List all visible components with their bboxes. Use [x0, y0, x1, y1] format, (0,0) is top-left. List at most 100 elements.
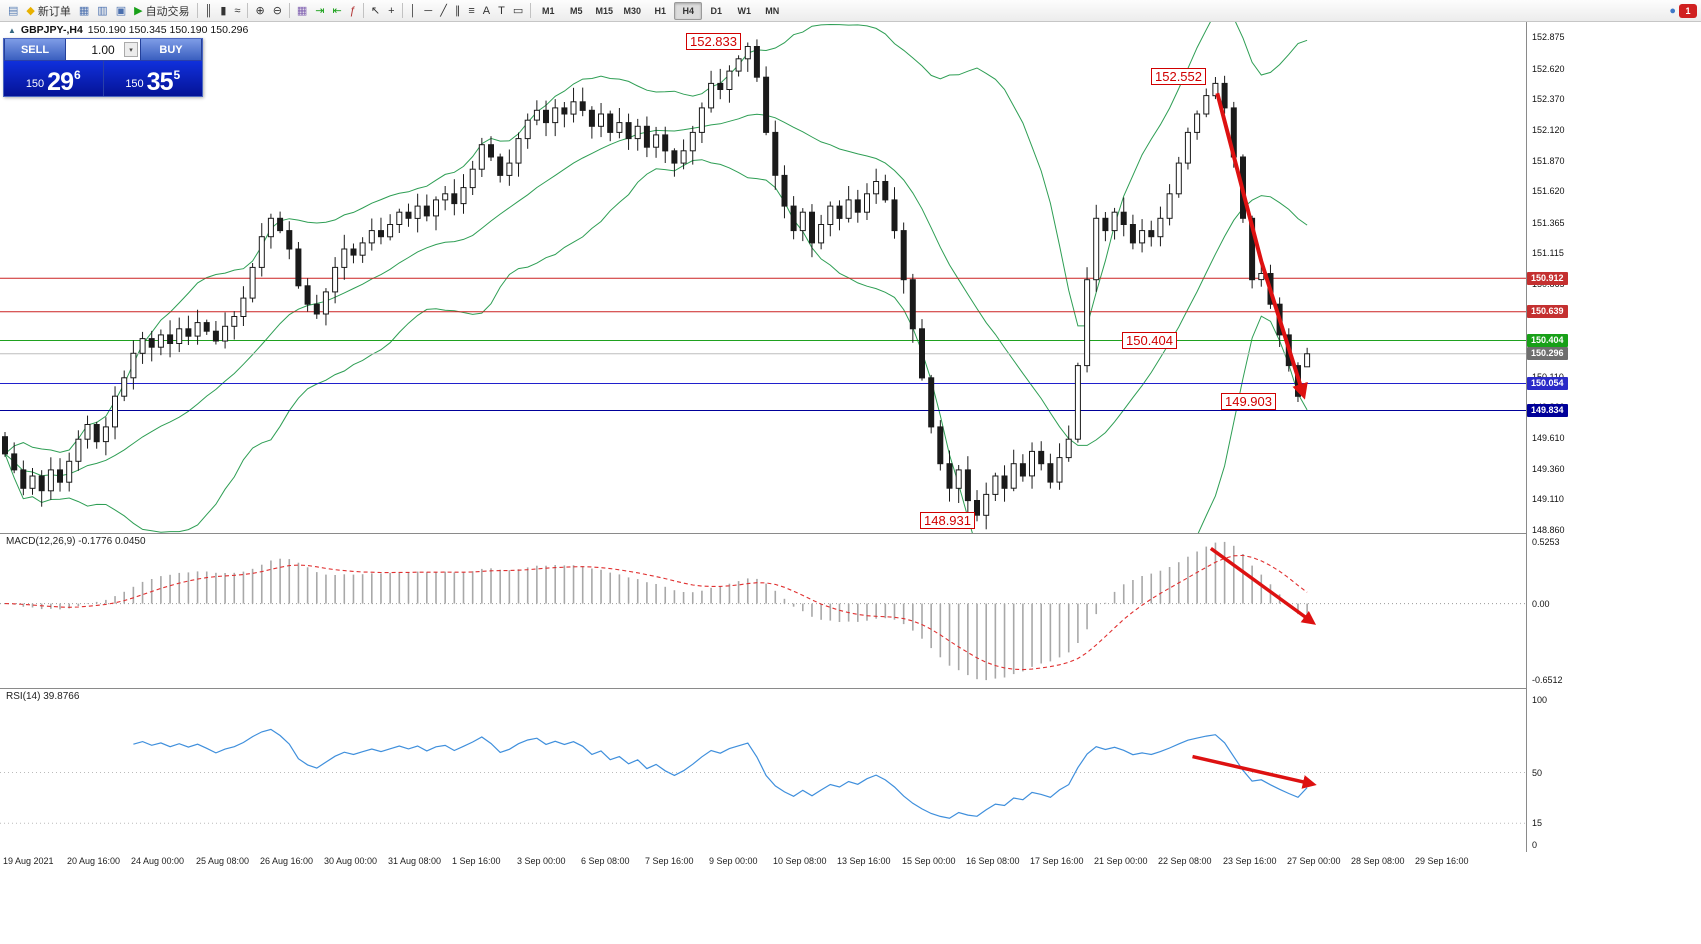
x-axis-label: 31 Aug 08:00	[388, 856, 442, 866]
volume-dropdown-icon[interactable]: ▾	[124, 42, 138, 57]
sell-price-main: 29	[47, 68, 74, 96]
community-icon[interactable]: ●	[1669, 4, 1676, 17]
candle	[653, 126, 660, 158]
timeframe-m5-button[interactable]: M5	[569, 5, 583, 16]
rsi-pane[interactable]	[0, 728, 1526, 824]
price-axis[interactable]: 152.875 152.620 152.370 152.120 151.870 151.6…	[1527, 22, 1701, 872]
candle	[1203, 88, 1210, 118]
candle	[717, 68, 724, 100]
trendline-icon[interactable]: ╱	[436, 1, 451, 21]
label-icon[interactable]: T	[494, 1, 509, 21]
timeframe-mn-button[interactable]: MN	[765, 5, 780, 16]
horizontal-line-icon[interactable]: ─	[420, 1, 436, 21]
y-axis-label: 152.370	[1532, 94, 1565, 104]
zoom-out-icon[interactable]: ⊖	[269, 1, 286, 21]
notifications-badge[interactable]: 1	[1679, 3, 1697, 18]
candle	[983, 482, 990, 530]
x-axis-label: 21 Sep 00:00	[1094, 856, 1148, 866]
crosshair-icon: +	[388, 4, 395, 17]
zoom-in-icon[interactable]: ⊕	[251, 1, 268, 21]
candle	[1194, 110, 1201, 140]
new-order-button[interactable]: ◆ 新订单	[22, 1, 74, 21]
timeframe-h1-button[interactable]: H1	[654, 5, 666, 16]
candle	[341, 234, 348, 280]
candle	[451, 179, 458, 216]
x-axis-label: 3 Sep 00:00	[517, 856, 566, 866]
sell-price[interactable]: 150 29 6	[4, 61, 103, 96]
cursor-icon[interactable]: ↖	[367, 1, 384, 21]
chart-area[interactable]: ▲ GBPJPY-,H4 150.190 150.345 150.190 150…	[0, 22, 1701, 944]
sell-button[interactable]: SELL	[4, 39, 66, 60]
time-axis[interactable]: 19 Aug 2021 20 Aug 16:00 24 Aug 00:00 25 Au…	[0, 852, 1701, 872]
new-order-button-label: 新订单	[37, 5, 71, 18]
zoom-in-icon: ⊕	[255, 4, 265, 17]
candle	[1093, 204, 1100, 292]
candle	[194, 309, 201, 345]
bar-chart-type-icon[interactable]: ║	[201, 1, 217, 21]
symbol-label: GBPJPY-,H4	[20, 24, 83, 36]
buy-price-prefix: 150	[125, 78, 144, 90]
candle	[2, 432, 8, 457]
timeframe-d1-button[interactable]: D1	[710, 5, 722, 16]
crosshair-icon[interactable]: +	[384, 1, 398, 21]
shapes-icon[interactable]: ▭	[509, 1, 527, 21]
pane-separator[interactable]	[0, 688, 1701, 689]
candle-chart-type-icon[interactable]: ▮	[216, 1, 230, 21]
line-chart-type-icon[interactable]: ≈	[230, 1, 244, 21]
candle	[607, 110, 614, 142]
timeframe-m30-button[interactable]: M30	[623, 5, 641, 16]
candle	[937, 420, 944, 471]
fibonacci-icon[interactable]: ≡	[464, 1, 478, 21]
vertical-line-icon[interactable]: │	[406, 1, 421, 21]
main-pane[interactable]	[0, 22, 1526, 626]
candle	[1029, 442, 1035, 489]
price-annotation: 150.404	[1122, 332, 1177, 349]
vertical-line-icon: │	[409, 4, 417, 17]
buy-price-main: 35	[146, 68, 174, 96]
candle	[378, 217, 384, 245]
candle	[414, 193, 421, 233]
candle	[763, 66, 770, 136]
candle	[790, 196, 797, 240]
x-axis-label: 17 Sep 16:00	[1030, 856, 1084, 866]
candle	[313, 294, 320, 319]
tile-windows-icon[interactable]: ▦	[293, 1, 311, 21]
navigator-icon[interactable]: ▣	[112, 1, 130, 21]
buy-price[interactable]: 150 35 5	[102, 61, 203, 96]
x-axis-label: 1 Sep 16:00	[452, 856, 501, 866]
label-icon: T	[498, 4, 505, 17]
candle	[753, 39, 760, 82]
candle	[460, 174, 467, 214]
buy-button[interactable]: BUY	[140, 39, 202, 60]
chart-shift-icon[interactable]: ⇤	[329, 1, 346, 21]
toolbar-separator	[288, 3, 290, 18]
indicators-icon[interactable]: ƒ	[346, 1, 360, 21]
timeframe-m15-button[interactable]: M15	[595, 5, 613, 16]
candle	[1157, 206, 1164, 247]
data-window-icon[interactable]: ▥	[93, 1, 111, 21]
macd-pane[interactable]	[0, 541, 1526, 681]
chart-window-icon[interactable]: ▤	[4, 1, 22, 21]
candle-chart-type-icon: ▮	[220, 4, 227, 17]
text-icon[interactable]: A	[479, 1, 494, 21]
channel-icon[interactable]: ∥	[451, 1, 465, 21]
timeframe-m1-button[interactable]: M1	[541, 5, 555, 16]
auto-scroll-icon: ⇥	[315, 4, 325, 17]
volume-input[interactable]: 1.00 ▾	[66, 39, 140, 60]
candle	[928, 374, 935, 434]
candle	[634, 118, 641, 151]
candle	[689, 125, 696, 165]
chart-canvas[interactable]	[0, 22, 1526, 852]
pane-separator[interactable]	[0, 533, 1701, 534]
auto-trading-button[interactable]: ▶ 自动交易	[130, 1, 193, 21]
timeframe-w1-button[interactable]: W1	[737, 5, 751, 16]
auto-scroll-icon[interactable]: ⇥	[311, 1, 328, 21]
timeframe-h4-button[interactable]: H4	[674, 1, 703, 20]
rsi-scale-label: 15	[1532, 818, 1543, 828]
candle	[1010, 449, 1017, 492]
price-annotation: 149.903	[1221, 393, 1276, 410]
candle	[570, 87, 577, 123]
trade-panel-controls: SELL 1.00 ▾ BUY	[4, 39, 202, 61]
x-axis-label: 20 Aug 16:00	[67, 856, 121, 866]
market-watch-icon[interactable]: ▦	[75, 1, 93, 21]
